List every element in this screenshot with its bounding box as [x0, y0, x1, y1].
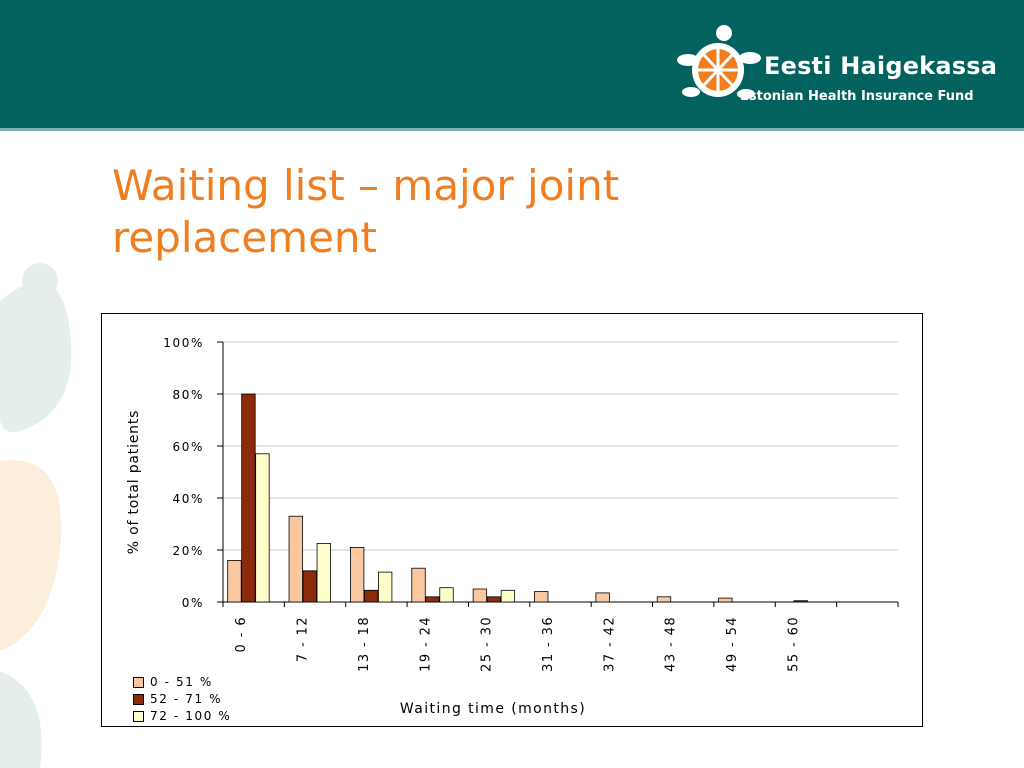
bar [793, 600, 808, 603]
legend-label: 72 - 100 % [150, 709, 232, 723]
header-divider [0, 128, 1024, 131]
y-tick-label: 40% [173, 492, 204, 506]
bar [227, 559, 242, 603]
x-tick-label: 31 - 36 [541, 616, 556, 672]
x-tick-label: 7 - 12 [296, 616, 311, 662]
x-tick-label: 43 - 48 [664, 616, 679, 672]
y-tick-label: 0% [182, 596, 204, 610]
logo-name: Eesti Haigekassa [764, 52, 998, 80]
y-tick-label: 100% [163, 336, 204, 350]
chart-frame [101, 313, 923, 727]
legend-item: 52 - 71 % [133, 691, 231, 708]
turtle-logo-icon [677, 25, 761, 99]
y-tick-label: 20% [173, 544, 204, 558]
y-tick-label: 60% [173, 440, 204, 454]
bar [534, 591, 549, 603]
bar [378, 571, 393, 603]
bar [364, 589, 379, 603]
slide-title: Waiting list – major joint replacement [112, 161, 620, 262]
bar [656, 596, 672, 603]
x-axis-title: Waiting time (months) [400, 701, 586, 717]
bar [411, 567, 426, 603]
y-tick-label: 80% [173, 388, 204, 402]
chart-legend: 0 - 51 % 52 - 71 % 72 - 100 % [133, 674, 231, 725]
x-tick-label: 25 - 30 [480, 616, 495, 672]
bar [486, 596, 502, 603]
legend-swatch [133, 694, 144, 705]
bar [500, 589, 516, 603]
x-tick-label: 0 - 6 [234, 616, 249, 653]
bar [302, 570, 317, 603]
background-turtle-watermark [0, 263, 72, 768]
bar [288, 515, 303, 603]
x-tick-label: 13 - 18 [357, 616, 372, 672]
x-tick-label: 49 - 54 [725, 616, 740, 672]
x-tick-label: 37 - 42 [602, 616, 617, 672]
legend-swatch [133, 677, 144, 688]
x-tick-label: 55 - 60 [786, 616, 801, 672]
legend-swatch [133, 711, 144, 722]
bar [439, 587, 454, 603]
legend-label: 0 - 51 % [150, 675, 213, 689]
bar [718, 597, 733, 603]
x-tick-label: 19 - 24 [418, 616, 433, 672]
legend-item: 0 - 51 % [133, 674, 231, 691]
bar [595, 592, 610, 603]
bar [241, 393, 256, 603]
bar [255, 453, 270, 603]
bar-chart: 0% 20% 40% 60% 80% 100% 0 - 6 7 - 12 13 - 18 19 -… [126, 336, 899, 717]
header-band [0, 0, 1024, 128]
bar [472, 588, 488, 603]
y-axis-title: % of total patients [126, 410, 142, 554]
bar [350, 546, 365, 603]
bar [425, 596, 440, 603]
legend-item: 72 - 100 % [133, 708, 231, 725]
logo-subtitle: Estonian Health Insurance Fund [740, 89, 974, 104]
bar [316, 543, 331, 603]
legend-label: 52 - 71 % [150, 692, 223, 706]
